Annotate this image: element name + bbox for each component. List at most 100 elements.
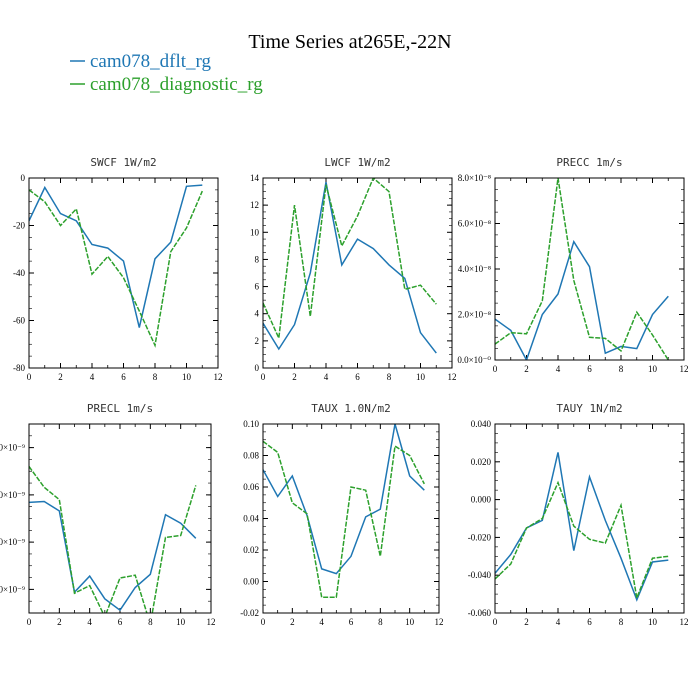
x-tick-label: 2 [290,617,295,627]
series-line-dflt [263,424,425,575]
y-tick-label: 0.020 [471,457,492,467]
x-tick-label: 2 [524,617,529,627]
legend-label-diagnostic: cam078_diagnostic_rg [90,74,263,95]
plot-frame [28,423,212,614]
x-tick-label: 0 [261,617,266,627]
y-tick-label: 12 [250,200,259,210]
panel-5: TAUX 1.0N/m2 0 2 4 6 8 10 12 -0.02 0.00 0.02 0.04 0.… [240,402,443,627]
y-tick-label: -0.060 [468,608,492,618]
x-tick-label: 2 [57,617,62,627]
x-tick-label: 12 [680,617,689,627]
y-tick-label: 2.0×10⁻⁸ [458,310,491,320]
x-tick-label: 8 [148,617,153,627]
y-tick-label: 6 [255,282,260,292]
y-tick-label: 0 [255,363,260,373]
y-tick-label: 0 [21,173,26,183]
x-tick-label: 12 [435,617,444,627]
x-tick-label: 4 [90,372,95,382]
y-tick-label: -0.02 [240,608,259,618]
x-tick-label: 8 [619,364,624,374]
panel-3: PRECC 1m/s 0 2 4 6 8 10 12 0.0×10⁻⁰ 2.0×10⁻⁸ 4.0×1… [457,156,688,374]
x-tick-label: 12 [680,364,689,374]
series-line-diagnostic [263,440,425,599]
panel-title: PRECL 1m/s [87,402,153,415]
y-tick-label: 0×10⁻⁹ [0,443,25,453]
x-tick-label: 0 [27,372,32,382]
x-tick-label: 10 [182,372,192,382]
y-tick-label: 0.08 [243,451,259,461]
y-tick-label: 0×10⁻⁹ [0,537,25,547]
y-tick-label: 10 [250,227,260,237]
x-tick-label: 4 [556,617,561,627]
y-tick-label: 4.0×10⁻⁸ [458,264,491,274]
legend: cam078_dflt_rg cam078_diagnostic_rg [70,51,263,95]
panel-2: LWCF 1W/m2 0 2 4 6 8 10 12 0 2 4 6 8 10 12 14 [250,156,457,382]
y-tick-label: 0×10⁻⁹ [0,584,25,594]
y-tick-label: -20 [13,221,25,231]
panel-4: PRECL 1m/s 0 2 4 6 8 10 12 0×10⁻⁹ 0×10⁻⁹ 0×10⁻⁹ 0×1… [0,402,216,627]
series-line-diagnostic [29,466,197,613]
y-tick-label: 0.04 [243,514,259,524]
x-tick-label: 2 [58,372,63,382]
plot-frame [262,423,440,614]
y-tick-label: 0×10⁻⁹ [0,490,25,500]
y-tick-label: 0.040 [471,419,492,429]
y-tick-label: 4 [255,309,260,319]
x-tick-label: 4 [324,372,329,382]
x-tick-label: 0 [493,364,498,374]
x-tick-label: 8 [619,617,624,627]
y-tick-label: 0.00 [243,577,259,587]
x-tick-label: 2 [292,372,297,382]
y-tick-label: 8 [255,254,260,264]
x-tick-label: 0 [27,617,32,627]
series-line-dflt [29,184,203,328]
x-tick-label: 0 [261,372,266,382]
series-line-dflt [495,452,669,602]
x-tick-label: 8 [378,617,383,627]
x-tick-label: 10 [176,617,186,627]
series-line-dflt [263,181,437,354]
y-tick-label: -0.020 [468,532,492,542]
x-tick-label: 6 [587,364,592,374]
x-tick-label: 10 [648,364,658,374]
panel-6: TAUY 1N/m2 0 2 4 6 8 10 12 -0.060 -0.040 -0.020 0.0… [468,402,689,627]
plot-frame [494,423,685,614]
panel-1: SWCF 1W/m2 0 2 4 6 8 10 12 -80 -60 -40 -20 0 [13,156,223,382]
x-tick-label: 10 [416,372,426,382]
plot-frame [494,177,685,361]
x-tick-label: 2 [524,364,529,374]
series-line-diagnostic [263,178,437,341]
y-tick-label: 0.10 [243,419,259,429]
y-tick-label: 0.06 [243,482,259,492]
y-tick-label: 0.0×10⁻⁰ [457,355,491,365]
y-tick-label: -60 [13,316,25,326]
x-tick-label: 12 [214,372,223,382]
panel-title: SWCF 1W/m2 [90,156,156,169]
series-line-dflt [495,239,669,360]
x-tick-label: 6 [349,617,354,627]
series-line-dflt [29,500,197,612]
y-tick-label: 2 [255,336,260,346]
x-tick-label: 4 [87,617,92,627]
panel-title: LWCF 1W/m2 [324,156,390,169]
x-tick-label: 10 [648,617,658,627]
panel-title: TAUX 1.0N/m2 [311,402,390,415]
x-tick-label: 12 [448,372,457,382]
x-tick-label: 4 [556,364,561,374]
y-tick-label: -0.040 [468,570,492,580]
x-tick-label: 12 [207,617,216,627]
y-tick-label: 0.000 [471,495,492,505]
y-tick-label: -40 [13,268,25,278]
y-tick-label: 6.0×10⁻⁸ [458,219,491,229]
series-line-diagnostic [29,189,203,348]
x-tick-label: 4 [319,617,324,627]
y-tick-label: -80 [13,363,25,373]
x-tick-label: 8 [153,372,158,382]
panel-title: PRECC 1m/s [556,156,622,169]
y-tick-label: 14 [250,173,260,183]
x-tick-label: 6 [587,617,592,627]
panels: SWCF 1W/m2 0 2 4 6 8 10 12 -80 -60 -40 -20 0 LWCF 1W/… [0,156,689,627]
x-tick-label: 0 [493,617,498,627]
x-tick-label: 8 [387,372,392,382]
